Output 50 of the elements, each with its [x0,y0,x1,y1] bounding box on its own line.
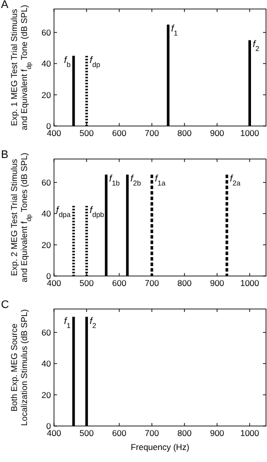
series-label: f$_{1a}$ [154,174,166,188]
legend-label: f$_{2}$ [90,316,96,330]
legend-label: f$_{2a}$ [230,174,240,188]
chart-title: B [1,149,8,161]
y-axis-title: Both Exp. MEG Source Localization Stimulus (dB SPL) [9,308,29,426]
x-tick-label: 600 [112,428,127,438]
x-tick-label: 400 [46,428,62,438]
series-label: f$_{1}$ [64,316,71,330]
series-label: f$_{b}$ [64,54,71,69]
y-tick-label: 0 [46,421,52,431]
x-tick-label: 700 [144,128,160,138]
y-tick-label: 20 [42,390,52,400]
x-tick-label: 400 [46,278,62,288]
x-axis-title: Frequency (Hz) [130,442,190,452]
x-tick-label: 400 [46,128,62,138]
x-tick-label: 1000 [240,428,260,438]
chart-title: C [1,299,9,311]
y-tick-label: 0 [46,271,52,281]
x-tick-label: 1000 [240,278,260,288]
x-tick-label: 500 [80,278,94,288]
y-tick-label: 20 [42,240,52,250]
series-label: f$_{2b}$ [130,174,141,188]
series-label: f$_{dp}$ [90,54,100,69]
x-tick-label: 500 [80,128,94,138]
y-tick-label: 60 [42,27,52,38]
y-tick-label: 60 [42,177,52,188]
x-tick-label: 700 [144,278,160,288]
chart-title: A [1,0,9,11]
series-label: f$_{dpa}$ [56,204,71,219]
x-tick-label: 800 [177,428,192,438]
y-tick-label: 20 [42,90,52,100]
y-tick-label: 40 [42,208,52,219]
x-tick-label: 800 [177,128,192,138]
series-label: f$_{dpb}$ [90,204,104,219]
y-tick-label: 40 [42,58,52,69]
x-tick-label: 900 [210,428,224,438]
x-tick-label: 1000 [240,128,260,138]
y-tick-label: 60 [42,327,52,338]
x-tick-label: 600 [112,278,127,288]
x-tick-label: 700 [144,428,160,438]
series-label: f$_{1}$ [171,24,178,38]
x-tick-label: 500 [80,428,94,438]
y-tick-label: 40 [42,358,52,369]
x-tick-label: 600 [112,128,127,138]
x-tick-label: 900 [210,278,224,288]
x-tick-label: 900 [210,128,224,138]
series-label: f$_{1b}$ [109,174,120,188]
legend-label: f$_{2}$ [252,39,260,54]
x-tick-label: 800 [177,278,192,288]
y-tick-label: 0 [46,121,52,131]
